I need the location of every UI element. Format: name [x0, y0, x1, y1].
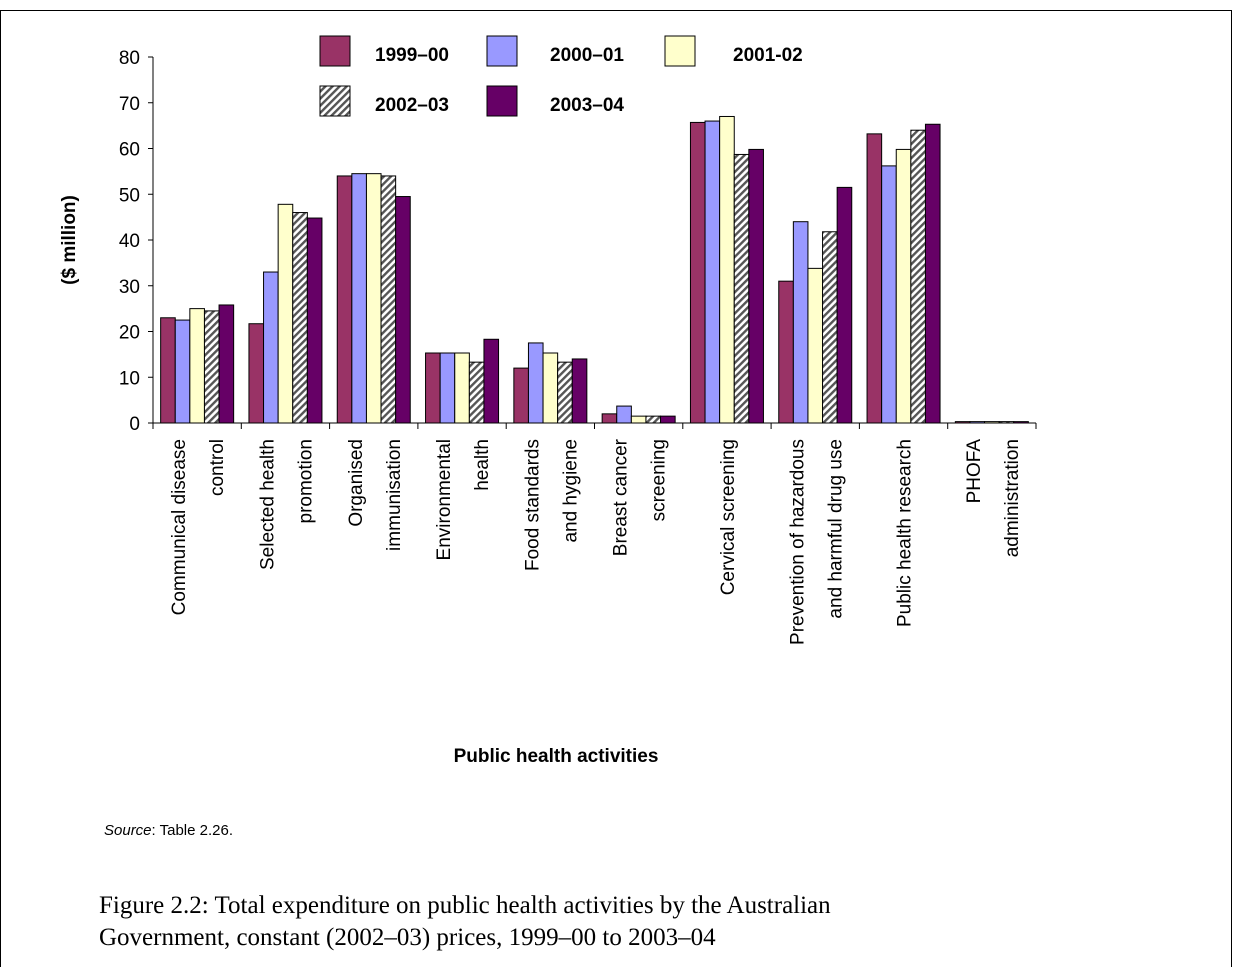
y-tick-label: 10 — [119, 368, 140, 389]
category-label: Food standards — [522, 439, 543, 571]
category-label: Communical disease — [169, 439, 190, 615]
source-label: Source — [104, 822, 152, 839]
bar — [881, 165, 897, 424]
bar — [174, 319, 191, 424]
category-label: promotion — [295, 439, 316, 524]
y-tick-label: 30 — [119, 277, 140, 298]
category-label: Prevention of hazardous — [787, 439, 808, 645]
bar — [483, 338, 500, 424]
bar — [513, 367, 529, 424]
bar — [248, 323, 265, 424]
bar — [778, 280, 794, 424]
bar — [160, 317, 176, 424]
bar — [924, 123, 941, 424]
bar — [836, 186, 853, 424]
legend-swatch — [319, 35, 351, 67]
bar — [616, 405, 632, 424]
legend-label: 2002–03 — [375, 95, 449, 116]
bar — [439, 352, 456, 424]
bar — [689, 121, 706, 424]
bar — [468, 361, 485, 424]
caption-line-2: Government, constant (2002–03) prices, 1… — [99, 924, 716, 951]
bar — [306, 217, 323, 424]
category-label: Organised — [346, 439, 367, 527]
bar — [571, 358, 588, 424]
bar — [866, 133, 883, 424]
bar — [601, 413, 618, 424]
bar — [807, 267, 824, 424]
bar — [645, 415, 662, 424]
source-text: : Table 2.26. — [151, 822, 233, 839]
bar-chart: 0 10 20 30 40 50 60 70 80 ($ million) Public healt… — [59, 35, 1037, 767]
bar — [895, 148, 912, 424]
bar — [660, 415, 676, 424]
bar — [203, 310, 220, 424]
category-label: health — [472, 439, 493, 491]
bar — [351, 173, 367, 424]
bar — [380, 175, 397, 424]
legend-swatch — [486, 35, 518, 67]
bar — [557, 361, 573, 424]
bar — [277, 203, 294, 424]
bar — [292, 212, 308, 424]
bar — [719, 115, 735, 424]
bar — [910, 129, 926, 424]
x-axis-title: Public health activities — [454, 746, 659, 767]
category-label: PHOFA — [964, 439, 985, 504]
bar — [527, 342, 544, 424]
bar — [792, 221, 809, 424]
bar — [263, 271, 279, 424]
bar — [395, 196, 411, 424]
y-axis-title: ($ million) — [59, 195, 80, 285]
bar — [748, 148, 764, 424]
y-tick-label: 50 — [119, 185, 140, 206]
legend-swatch — [319, 85, 351, 117]
category-label: Breast cancer — [611, 438, 632, 556]
category-label: Public health research — [895, 439, 916, 627]
bar — [630, 415, 647, 424]
figure-caption: Figure 2.2: Total expenditure on public … — [99, 890, 1099, 954]
bar — [704, 120, 721, 424]
source-note: Source: Table 2.26. — [104, 822, 233, 839]
bar — [218, 304, 235, 424]
bar — [365, 173, 382, 424]
y-tick-label: 40 — [119, 231, 140, 252]
category-label: administration — [1002, 439, 1023, 557]
figure-frame — [0, 10, 1232, 967]
category-label: and hygiene — [560, 439, 581, 543]
category-label: Cervical screening — [718, 439, 739, 595]
y-tick-label: 60 — [119, 140, 140, 161]
bar — [542, 352, 559, 424]
y-tick-label: 0 — [129, 414, 140, 435]
bar — [189, 308, 205, 424]
bar — [454, 352, 470, 424]
legend-swatch — [664, 35, 696, 67]
y-tick-label: 80 — [119, 48, 140, 69]
bar — [425, 352, 441, 424]
category-label: Environmental — [434, 439, 455, 560]
legend-label: 1999–00 — [375, 45, 449, 66]
y-tick-label: 70 — [119, 94, 140, 115]
category-label: and harmful drug use — [825, 439, 846, 619]
legend-label: 2003–04 — [550, 95, 624, 116]
category-label: immunisation — [384, 439, 405, 551]
legend-swatch — [486, 85, 518, 117]
bar — [733, 153, 750, 424]
caption-line-1: Figure 2.2: Total expenditure on public … — [99, 892, 831, 919]
category-label: screening — [649, 439, 670, 521]
y-tick-label: 20 — [119, 323, 140, 344]
bar — [822, 231, 838, 424]
legend-label: 2000–01 — [550, 45, 624, 66]
legend-label: 2001-02 — [733, 45, 803, 66]
category-label: control — [207, 439, 228, 496]
category-label: Selected health — [257, 439, 278, 570]
bar — [336, 175, 353, 424]
